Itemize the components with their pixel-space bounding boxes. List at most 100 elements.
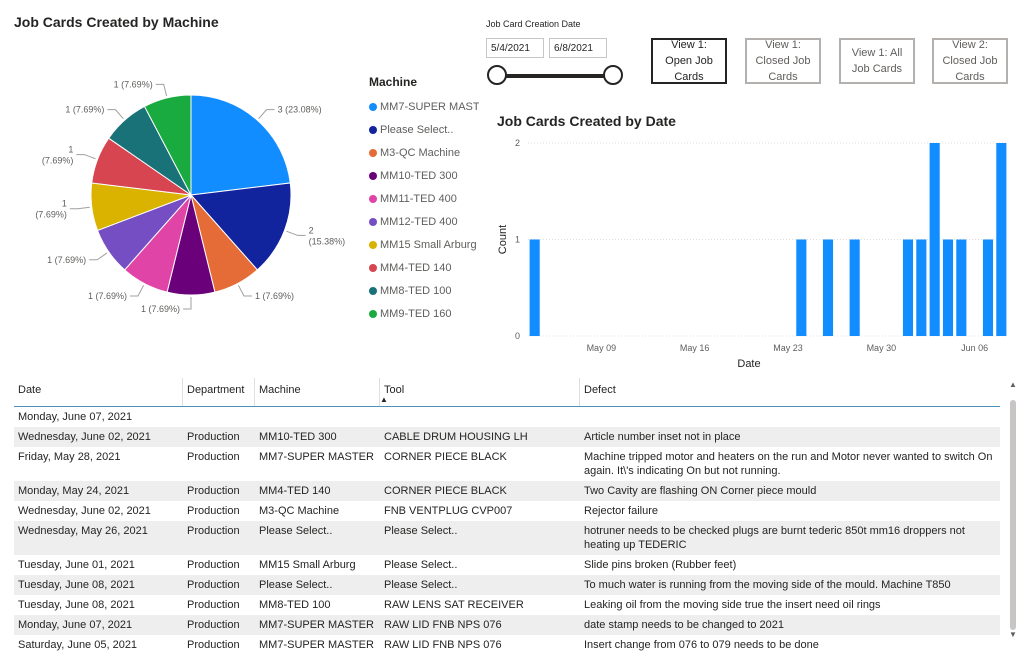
legend-item[interactable]: MM12-TED 400 [369,210,479,233]
legend-item[interactable]: MM11-TED 400 [369,187,479,210]
view-open-job-cards-button[interactable]: View 1: Open Job Cards [651,38,727,84]
bar[interactable] [529,239,540,337]
legend-color-dot [369,125,377,134]
table-scrollbar[interactable]: ▲ ▼ [1008,380,1018,642]
date-slider-track[interactable] [498,74,612,78]
view2-closed-job-cards-button[interactable]: View 2: Closed Job Cards [932,38,1008,84]
tool-cell: RAW LID FNB NPS 076 [384,619,502,631]
bar[interactable] [796,239,807,337]
date-cell: Tuesday, June 01, 2021 [18,559,135,571]
department-cell: Production [187,525,240,537]
department-cell [183,407,255,427]
bar[interactable] [849,239,860,337]
machine-cell: MM4-TED 140 [259,485,331,497]
bar[interactable] [902,239,914,337]
defect-cell: Leaking oil from the moving side true th… [584,599,881,611]
pie-chart-title: Job Cards Created by Machine [14,14,219,30]
table-row[interactable]: Wednesday, June 02, 2021 Production MM10-T… [14,427,1000,447]
pie-data-label: 1 (7.69%) [65,105,104,115]
bar[interactable] [982,239,994,337]
department-cell: Production [187,559,240,571]
tool-cell: RAW LENS SAT RECEIVER [384,599,524,611]
x-axis-title: Date [737,358,760,370]
legend-color-dot [369,171,377,180]
date-cell: Tuesday, June 08, 2021 [18,579,135,591]
column-header-defect[interactable]: Defect [584,384,616,396]
table-row[interactable]: Monday, June 07, 2021 Production MM7-SUPER… [14,615,1000,635]
table-row[interactable]: Wednesday, June 02, 2021 Production M3-QC … [14,501,1000,521]
bar[interactable] [916,239,927,337]
legend-item[interactable]: MM7-SUPER MASTE [369,95,479,118]
bar[interactable] [822,239,834,337]
legend-color-dot [369,286,377,295]
legend-item[interactable]: M3-QC Machine [369,141,479,164]
machine-cell [255,407,380,427]
column-header-tool[interactable]: Tool ▲ [380,378,580,406]
machine-cell: MM7-SUPER MASTER [259,619,374,631]
legend-item[interactable]: MM15 Small Arburg [369,233,479,256]
table-row[interactable]: Monday, May 24, 2021 Production MM4-TED 14… [14,481,1000,501]
tool-cell: Please Select.. [384,559,458,571]
pie-data-label: (15.38%) [309,236,346,246]
pie-slice[interactable] [143,94,192,196]
tool-cell: CABLE DRUM HOUSING LH [384,431,528,443]
pie-label-leader [183,297,192,310]
date-slider-start-handle[interactable] [487,65,507,85]
end-date-input[interactable]: 6/8/2021 [549,38,607,58]
column-header-department[interactable]: Department [183,378,255,406]
legend-item[interactable]: MM9-TED 160 [369,302,479,325]
pie-label-leader [286,230,306,236]
table-row[interactable]: Tuesday, June 08, 2021 Production Please S… [14,575,1000,595]
defect-cell: Article number inset not in place [584,431,741,443]
defect-cell: Machine tripped motor and heaters on the… [584,451,993,477]
tool-cell: CORNER PIECE BLACK [384,451,507,463]
view-all-job-cards-button[interactable]: View 1: All Job Cards [839,38,915,84]
pie-label-leader [258,109,275,119]
column-header-tool-label: Tool [384,384,405,396]
scroll-down-icon[interactable]: ▼ [1009,630,1017,639]
column-header-machine[interactable]: Machine [255,378,380,406]
pie-slice[interactable] [190,94,291,196]
department-cell: Production [187,619,240,631]
view-closed-job-cards-button[interactable]: View 1: Closed Job Cards [745,38,821,84]
legend-color-dot [369,309,377,318]
pie-data-label: 1 [62,199,67,209]
legend-item[interactable]: MM4-TED 140 [369,256,479,279]
bar[interactable] [942,239,954,337]
table-row[interactable]: Tuesday, June 01, 2021 Production MM15 Sma… [14,555,1000,575]
pie-slice[interactable] [189,182,292,271]
table-row[interactable]: Wednesday, May 26, 2021 Production Please … [14,521,1000,555]
pie-data-label: 1 (7.69%) [47,255,86,265]
defect-cell: date stamp needs to be changed to 2021 [584,619,784,631]
legend-item[interactable]: MM10-TED 300 [369,164,479,187]
bar[interactable] [956,239,967,337]
pie-data-label: 1 (7.69%) [88,291,127,301]
legend-item-label: MM15 Small Arburg [380,238,477,251]
defect-cell: Two Cavity are flashing ON Corner piece … [584,485,817,497]
legend-item-label: MM11-TED 400 [380,192,457,205]
bar[interactable] [929,143,940,336]
legend-item[interactable]: Please Select.. [369,118,479,141]
date-slider-end-handle[interactable] [603,65,623,85]
start-date-input[interactable]: 5/4/2021 [486,38,544,58]
legend-item[interactable]: MM8-TED 100 [369,279,479,302]
scroll-up-icon[interactable]: ▲ [1009,380,1017,389]
column-header-date[interactable]: Date [14,378,183,406]
table-row[interactable]: Monday, June 07, 2021 [14,407,1000,427]
x-tick-label: Jun 06 [961,343,988,353]
table-header: Date Department Machine Tool ▲ Defect [14,378,1000,407]
table-row[interactable]: Friday, May 28, 2021 Production MM7-SUPER … [14,447,1000,481]
pie-label-leader [130,285,145,297]
tool-cell: CORNER PIECE BLACK [384,485,507,497]
bar[interactable] [996,143,1007,336]
table-row[interactable]: Tuesday, June 08, 2021 Production MM8-TED … [14,595,1000,615]
scroll-thumb[interactable] [1010,400,1016,630]
machine-cell: M3-QC Machine [259,505,340,517]
legend-title: Machine [369,75,418,89]
pie-label-leader [155,83,168,97]
tool-cell: FNB VENTPLUG CVP007 [384,505,513,517]
pie-data-label: 2 [309,225,314,235]
department-cell: Production [187,639,240,651]
table-row[interactable]: Saturday, June 05, 2021 Production MM7-SUP… [14,635,1000,655]
legend-item-label: Please Select.. [380,123,454,136]
